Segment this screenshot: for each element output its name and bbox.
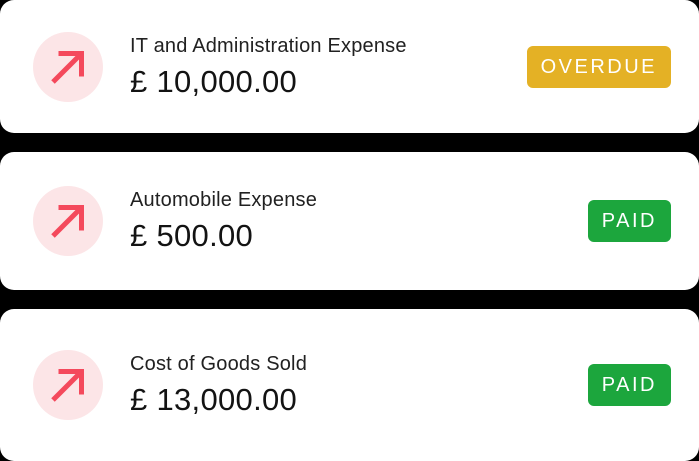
expense-card[interactable]: IT and Administration Expense £ 10,000.0… — [0, 0, 699, 133]
expense-icon-circle — [33, 186, 103, 256]
expense-card[interactable]: Automobile Expense £ 500.00 PAID — [0, 152, 699, 290]
expense-icon-circle — [33, 31, 103, 102]
expense-title: IT and Administration Expense — [130, 34, 407, 57]
expense-amount: £ 500.00 — [130, 218, 254, 253]
status-badge: PAID — [587, 364, 671, 406]
expense-title: Cost of Goods Sold — [130, 353, 308, 375]
expense-texts: Automobile Expense £ 500.00 — [130, 188, 317, 254]
arrow-up-right-icon — [49, 48, 87, 86]
expense-amount: £ 13,000.00 — [130, 382, 298, 417]
status-badge: OVERDUE — [526, 45, 671, 88]
arrow-up-right-icon — [49, 202, 87, 240]
expense-texts: IT and Administration Expense £ 10,000.0… — [130, 34, 407, 100]
expense-amount: £ 10,000.00 — [130, 63, 298, 99]
expense-texts: Cost of Goods Sold £ 13,000.00 — [130, 352, 307, 418]
expense-title: Automobile Expense — [130, 189, 318, 211]
status-badge: PAID — [587, 200, 671, 242]
expense-icon-circle — [33, 350, 103, 420]
expense-card[interactable]: Cost of Goods Sold £ 13,000.00 PAID — [0, 309, 699, 461]
arrow-up-right-icon — [49, 366, 87, 404]
